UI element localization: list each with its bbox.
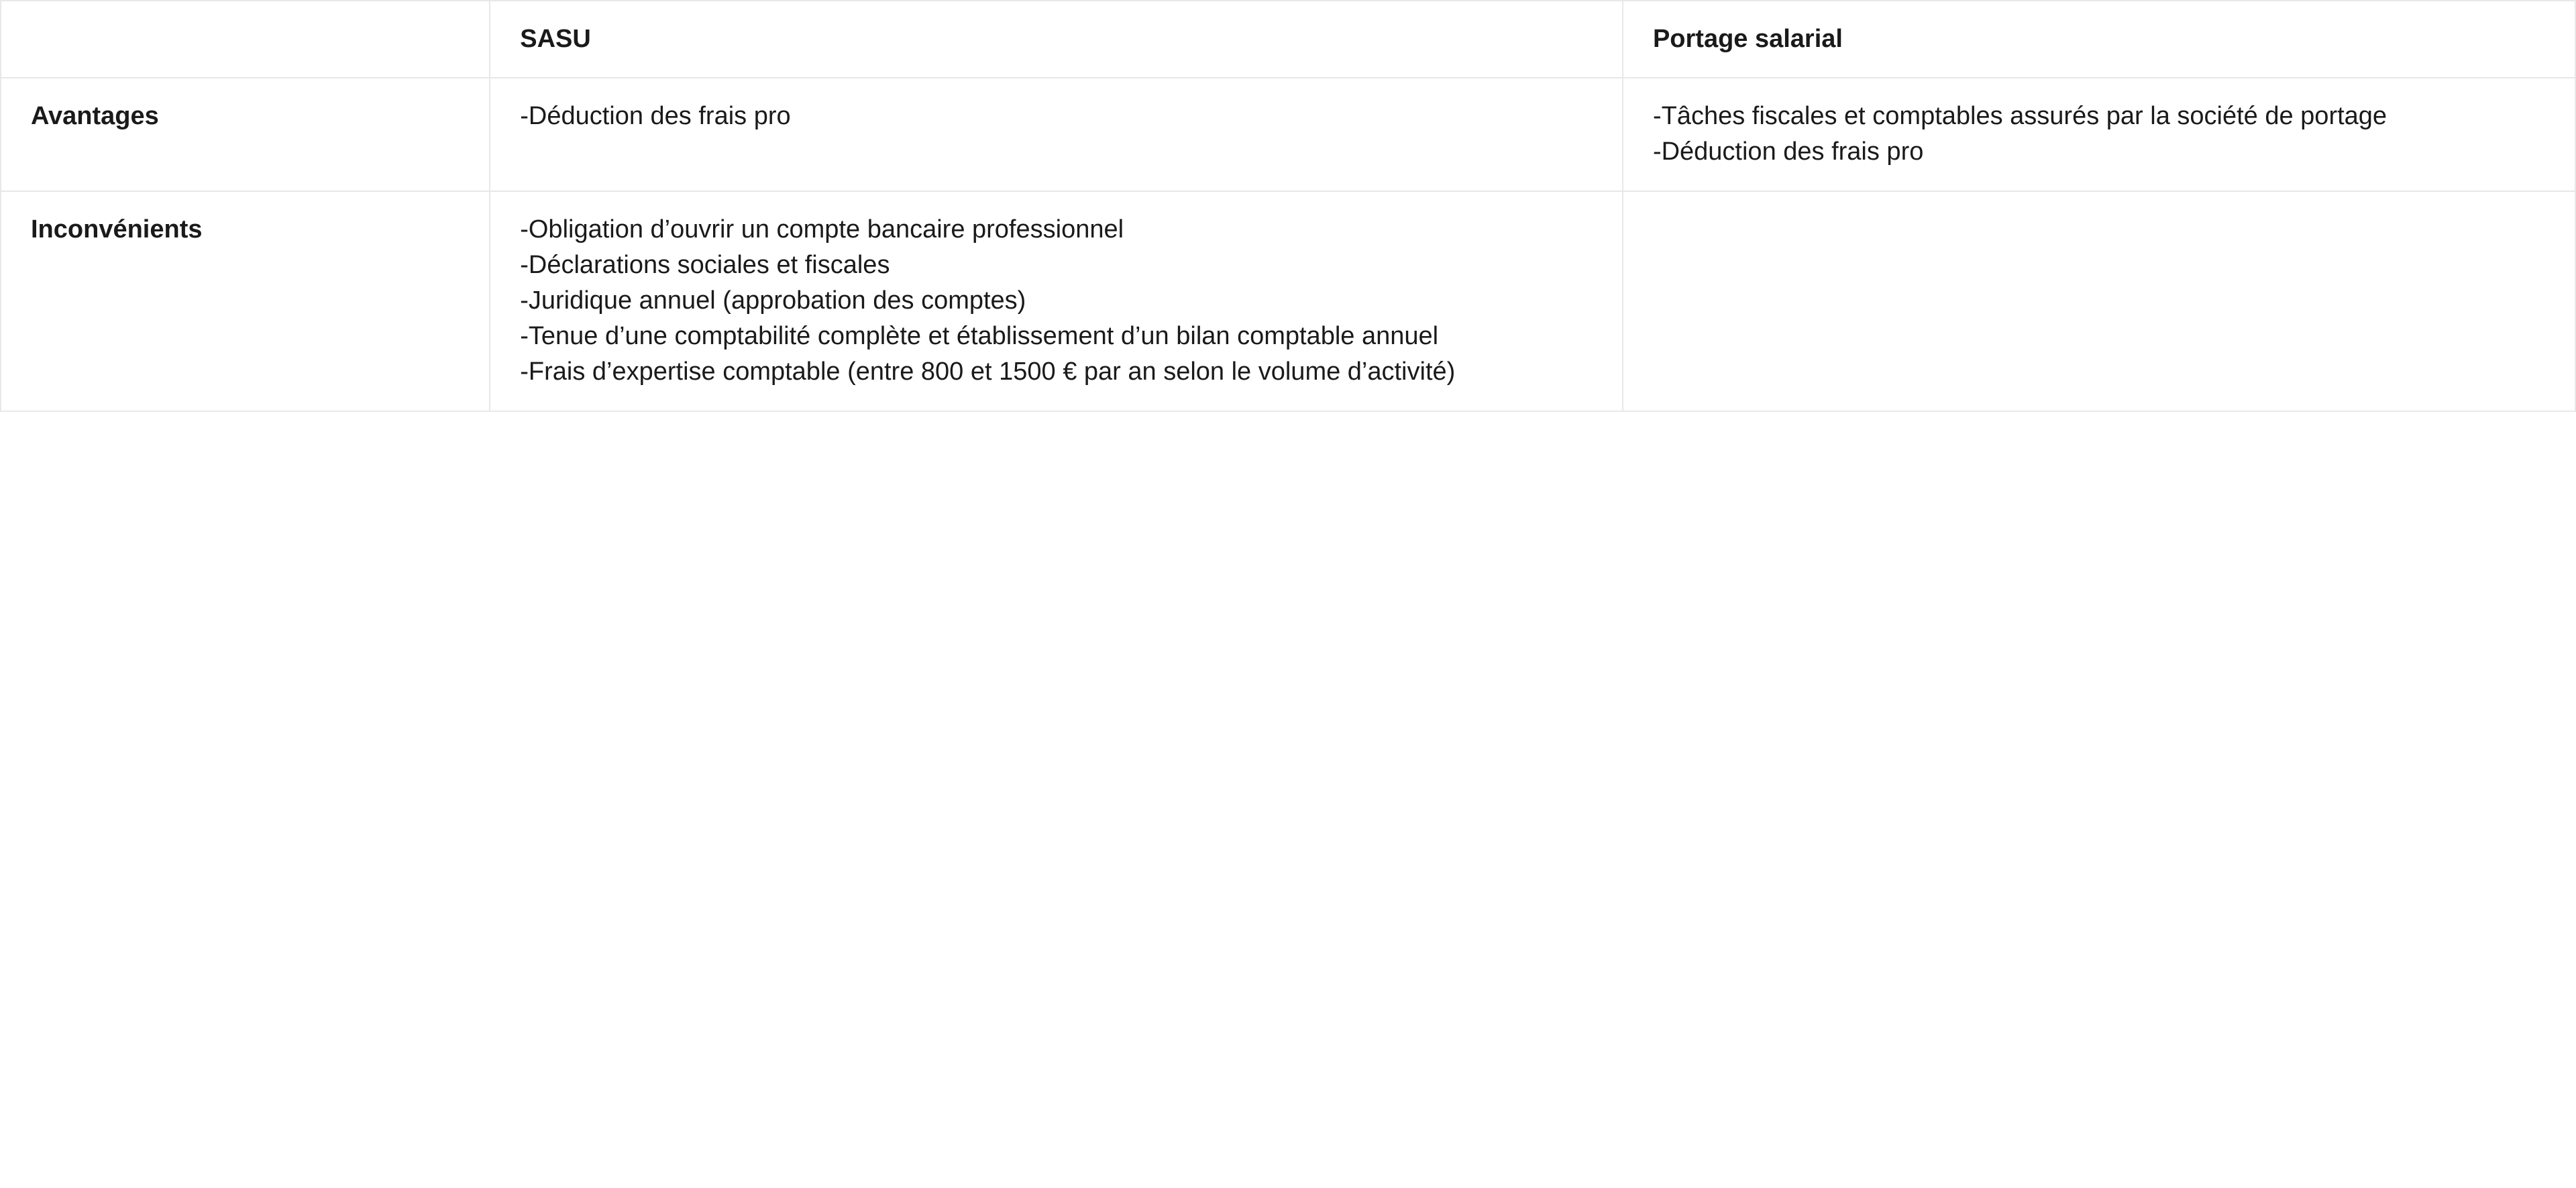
table-row: Avantages -Déduction des frais pro -Tâch… [1,78,2575,191]
cell-avantages-sasu: -Déduction des frais pro [490,78,1623,191]
table-row: Inconvénients -Obligation d’ouvrir un co… [1,191,2575,411]
row-header-label: Avantages [31,102,159,130]
col-header-label: SASU [520,25,591,53]
col-header-label: Portage salarial [1653,25,1843,53]
cell-line: -Obligation d’ouvrir un compte bancaire … [520,212,1593,248]
row-header-inconvenients: Inconvénients [1,191,490,411]
cell-line: -Juridique annuel (approbation des compt… [520,283,1593,319]
cell-line: -Déduction des frais pro [520,99,1593,134]
row-header-avantages: Avantages [1,78,490,191]
cell-line: -Tâches fiscales et comptables assurés p… [1653,99,2545,134]
col-header-sasu: SASU [490,1,1623,78]
comparison-table: SASU Portage salarial Avantages -Déducti… [0,0,2576,412]
cell-avantages-portage: -Tâches fiscales et comptables assurés p… [1623,78,2575,191]
row-header-label: Inconvénients [31,215,203,244]
corner-cell [1,1,490,78]
col-header-portage: Portage salarial [1623,1,2575,78]
cell-line: -Frais d’expertise comptable (entre 800 … [520,354,1593,390]
table-header-row: SASU Portage salarial [1,1,2575,78]
cell-line: -Déduction des frais pro [1653,134,2545,170]
cell-line: -Tenue d’une comptabilité complète et ét… [520,319,1593,354]
cell-inconvenients-sasu: -Obligation d’ouvrir un compte bancaire … [490,191,1623,411]
cell-inconvenients-portage [1623,191,2575,411]
cell-line: -Déclarations sociales et fiscales [520,248,1593,283]
